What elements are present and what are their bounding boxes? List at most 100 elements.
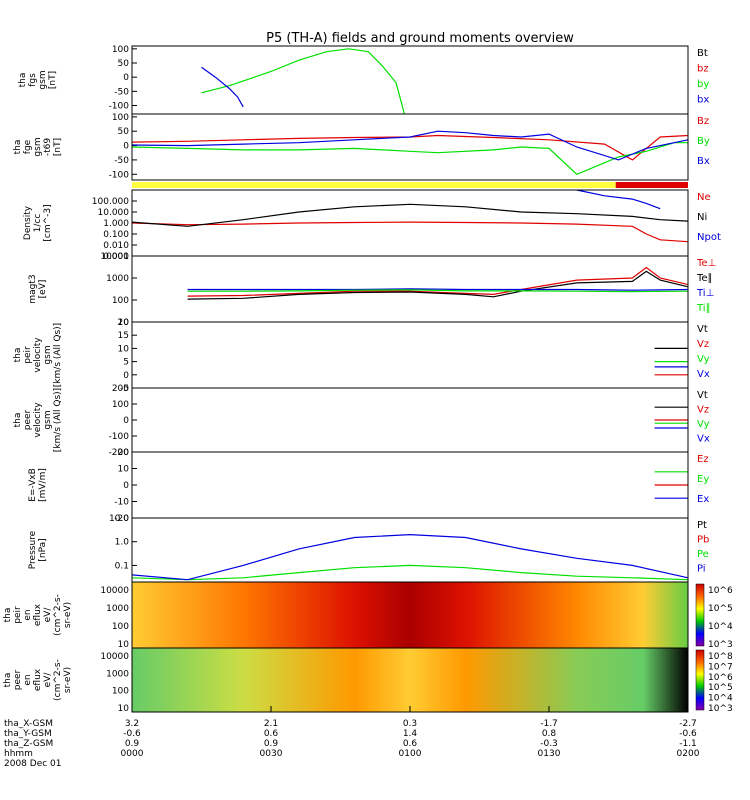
panel-peer_spec: 10000 1000 100 10 10^810^710^610^510^410^3 th… [3, 647, 733, 714]
ytick-label: 0.001 [103, 252, 129, 262]
legend-Vx: Vx [697, 369, 710, 380]
panel-fge: 100 50 0 -50 -100 Bz By Bx tha fge gsm -t69 [nT] [13, 113, 710, 181]
colorbar-peir_spec [695, 583, 705, 647]
colorbar-label: 10^6 [708, 673, 733, 683]
ylabel-line: peer [23, 409, 33, 430]
ylabel-line: peir [23, 346, 33, 364]
ylabel-line: peer [13, 669, 23, 690]
colorbar-label: 10^3 [708, 704, 733, 714]
footer-date: 2008 Dec 01 [4, 759, 62, 769]
ytick-label: 100 [112, 45, 129, 55]
legend-Vx: Vx [697, 434, 710, 445]
ytick-label: 100 [112, 622, 129, 632]
legend-Ti⊥: Ti⊥ [696, 288, 714, 299]
ylabel-line: tha [3, 673, 13, 688]
ytick-label: 0.100 [103, 230, 129, 240]
ytick-label: -10 [114, 498, 129, 508]
ytick-label: 5 [123, 358, 129, 368]
ytick-label: 1.000 [103, 219, 129, 229]
footer-value: -0.3 [540, 739, 558, 749]
series-Ni [131, 203, 689, 227]
legend-Bt: Bt [697, 48, 708, 59]
ytick-label: 0.010 [103, 241, 129, 251]
spectrogram-peir_spec [132, 582, 688, 648]
legend-Te⊥: Te⊥ [696, 258, 716, 269]
panel-frame [131, 451, 689, 519]
ylabel-line: [cm^-3] [43, 204, 53, 241]
ylabel-line: gsm [38, 70, 48, 89]
footer-value: -2.7 [679, 719, 697, 729]
ytick-label: 50 [118, 59, 130, 69]
ylabel-line: 1/cc [33, 214, 43, 233]
ylabel-line: peir [13, 606, 23, 624]
legend-By: By [697, 136, 710, 147]
colorbar-peer_spec [695, 649, 705, 711]
panel-frame [131, 45, 689, 115]
ytick-label: 0 [123, 73, 129, 83]
colorbar-label: 10^7 [708, 662, 733, 672]
series-by [201, 48, 405, 115]
footer-value: 0000 [121, 749, 144, 759]
ylabel-line: [mV/m] [38, 468, 48, 502]
ytick-label: 100 [112, 296, 129, 306]
ytick-label: -5 [120, 384, 129, 394]
ytick-label: 1000 [106, 274, 129, 284]
legend-by: by [697, 79, 709, 90]
panel-frame [131, 387, 689, 453]
ylabel-line: [nPa] [38, 538, 48, 561]
footer-value: 0130 [538, 749, 561, 759]
ylabel-peir_spec: tha peir en eflux eV/(cm^2-s-sr-eV) [3, 594, 73, 636]
ytick-label: -100 [109, 102, 130, 112]
series-Pe [131, 564, 689, 581]
ylabel-line: en [23, 674, 33, 685]
ytick-label: 10 [118, 344, 130, 354]
footer-value: 0.8 [542, 729, 557, 739]
ytick-label: 100 [112, 687, 129, 697]
ytick-label: -100 [109, 170, 130, 180]
ytick-label: 10 [118, 704, 130, 714]
ylabel-line: (cm^2-s- [53, 594, 63, 636]
ylabel-line: Density [23, 205, 33, 240]
footer-value: 0100 [399, 749, 422, 759]
legend-Pe: Pe [697, 549, 709, 560]
ytick-label: 0 [123, 481, 129, 491]
ylabel-line: -t69 [43, 138, 53, 157]
series-Bz [131, 134, 689, 161]
ytick-label: 10.0 [109, 514, 129, 524]
ylabel-density: Density 1/cc [cm^-3] [23, 204, 53, 241]
ylabel-peer_vel: tha peer velocity gsm [km/s (All Qs)] [13, 388, 63, 452]
mode-bar-slow [132, 182, 616, 188]
mode-bar-fast [615, 182, 688, 188]
footer-value: -1.1 [679, 739, 697, 749]
ylabel-peer_spec: tha peer en eflux eV/(cm^2-s-sr-eV) [3, 659, 73, 701]
ytick-label: -50 [114, 87, 129, 97]
legend-Vt: Vt [697, 324, 708, 335]
footer-row-label: hhmm [4, 749, 33, 759]
panel-frame [131, 321, 689, 389]
series-Pi [131, 533, 689, 581]
panel-frame [131, 113, 689, 181]
ylabel-line: [eV] [38, 280, 48, 299]
ylabel-line: gsm [43, 410, 53, 429]
panel-temp: 10000 1000 100 10 Te⊥ Te∥ Ti⊥ Ti∥ magt3 [eV] [28, 252, 716, 328]
ytick-label: 0 [123, 142, 129, 152]
footer-value: 2.1 [264, 719, 278, 729]
ylabel-line: sr-eV) [63, 667, 73, 693]
legend-Ez: Ez [697, 454, 709, 465]
ytick-label: 100 [112, 400, 129, 410]
spectrogram-peer_spec [132, 648, 688, 712]
ylabel-line: E=-VxB [28, 468, 38, 502]
ylabel-efield: E=-VxB [mV/m] [28, 468, 48, 502]
footer-value: -1.7 [540, 719, 558, 729]
colorbar-label: 10^6 [708, 586, 733, 596]
ytick-label: 1000 [106, 669, 129, 679]
ylabel-line: gsm [43, 345, 53, 364]
series-Bx [131, 130, 689, 161]
footer-value: 3.2 [125, 719, 139, 729]
ytick-label: -200 [109, 448, 130, 458]
footer-value: -0.6 [123, 729, 141, 739]
ylabel-line: fgs [28, 73, 38, 87]
legend-Bx: Bx [697, 156, 710, 167]
ytick-label: 10 [118, 640, 130, 650]
